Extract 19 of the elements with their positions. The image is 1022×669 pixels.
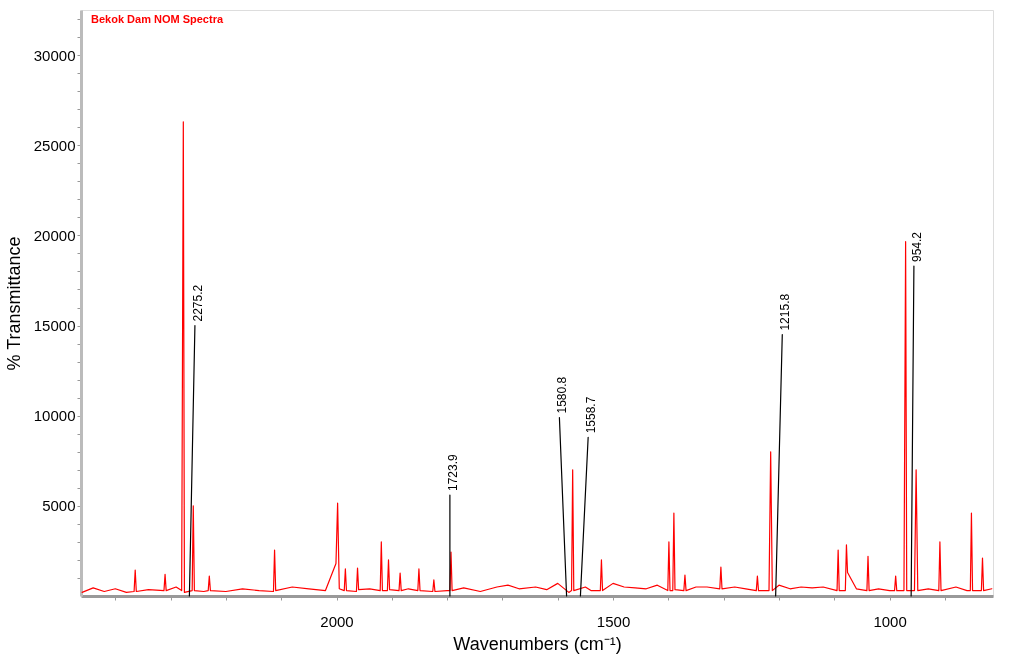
x-tick-label: 2000 (320, 612, 354, 630)
x-axis-title: Wavenumbers (cm⁻¹) (453, 633, 622, 654)
annotation: 1558.7 (584, 396, 599, 434)
annotation: 2275.2 (190, 284, 205, 322)
y-tick-label: 25000 (33, 136, 76, 154)
y-tick-label: 5000 (42, 497, 76, 515)
annotation: 954.2 (909, 231, 924, 263)
y-tick-label: 20000 (33, 226, 76, 244)
line-series (81, 121, 993, 593)
annotation: 1580.8 (555, 376, 570, 414)
y-tick-label: 30000 (33, 46, 76, 64)
x-tick-label: 1500 (596, 612, 631, 630)
y-tick-label: 10000 (33, 407, 76, 425)
annotation: 1215.8 (778, 293, 793, 331)
y-axis-title: % Transmittance (3, 236, 24, 371)
annotation: 1723.9 (445, 454, 460, 492)
x-tick-label: 1000 (873, 612, 907, 630)
y-tick-label: 15000 (33, 317, 76, 335)
chart-title: Bekok Dam NOM Spectra (91, 13, 224, 25)
